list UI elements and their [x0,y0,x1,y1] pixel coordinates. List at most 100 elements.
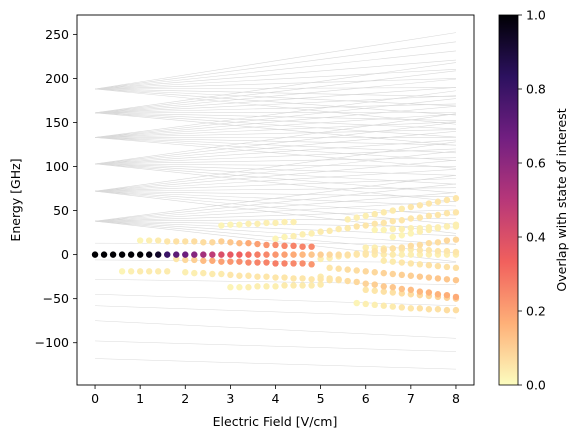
data-point [398,259,406,266]
data-point [416,228,424,235]
level-line [95,358,456,370]
level-line [95,78,456,90]
data-point [281,274,288,281]
data-point [245,239,252,247]
data-point [434,291,442,298]
data-point [272,260,279,267]
data-point [136,237,144,244]
data-point [281,233,288,241]
data-point [335,251,342,258]
data-point [263,251,270,258]
level-line [95,169,456,192]
data-point [425,200,433,207]
data-point [380,247,387,254]
level-line [95,178,456,192]
level-line [95,137,456,169]
data-point [362,280,369,287]
data-point [416,273,424,280]
x-axis-label: Electric Field [V/cm] [213,414,338,429]
data-point [155,268,162,275]
data-point [308,282,315,289]
data-point [326,227,333,235]
data-point [326,251,333,258]
data-point [335,225,342,233]
data-point [109,251,117,258]
level-line [95,98,456,138]
data-point [389,303,396,310]
data-point [443,276,451,283]
level-line [95,137,456,154]
x-tick-label: 6 [362,391,370,406]
data-point [344,216,351,223]
data-point [416,288,424,295]
data-point [416,202,424,209]
data-point [118,268,126,275]
data-point [218,270,225,278]
data-point [389,217,396,225]
data-point [443,210,451,217]
overlap-points [91,195,460,314]
data-point [344,266,351,273]
colorbar-tick-label: 0.6 [526,156,546,171]
data-point [398,304,406,311]
data-point [407,272,415,279]
data-point [236,251,243,258]
x-tick-label: 1 [136,391,144,406]
data-point [299,243,306,250]
data-point [443,237,451,244]
data-point [299,251,306,258]
data-point [263,241,270,249]
data-point [362,222,369,229]
data-point [416,251,424,258]
data-point [227,251,234,258]
level-line [95,68,456,90]
level-line [95,209,456,222]
level-line [95,139,456,165]
level-line [95,159,456,192]
x-tick-label: 8 [452,391,460,406]
data-point [407,242,415,250]
data-point [290,251,297,258]
data-point [218,258,225,265]
data-point [380,257,387,264]
data-point [452,209,460,216]
data-point [281,282,288,289]
data-point [272,251,279,258]
data-point [425,251,433,258]
data-point [191,238,198,245]
data-point [452,306,460,314]
colorbar-tick-label: 0.2 [526,304,546,319]
data-point [380,226,387,234]
level-line [95,59,456,90]
data-point [398,290,406,297]
data-point [362,249,369,257]
data-point [380,219,387,227]
data-point [182,256,189,264]
data-point [335,265,342,272]
data-point [353,267,360,274]
data-point [317,281,324,288]
level-line [95,87,456,90]
data-point [227,239,234,246]
data-point [218,238,225,245]
data-point [200,251,207,258]
data-point [299,282,306,289]
level-line [95,90,456,138]
data-point [308,251,315,258]
colorbar-ticks: 0.0 0.2 0.4 0.6 0.8 1.0 [518,8,546,393]
data-point [155,251,162,258]
data-point [389,258,396,265]
level-line [95,183,456,222]
data-point [398,251,406,258]
level-line [95,88,456,98]
data-point [434,224,442,232]
data-point [452,221,460,228]
data-point [389,245,396,252]
data-point [398,271,406,279]
level-line [95,175,456,222]
level-line [95,305,456,319]
y-axis-ticks: 250 200 150 100 50 0 −50 −100 [35,27,77,350]
data-point [236,284,243,291]
data-point [281,260,288,267]
